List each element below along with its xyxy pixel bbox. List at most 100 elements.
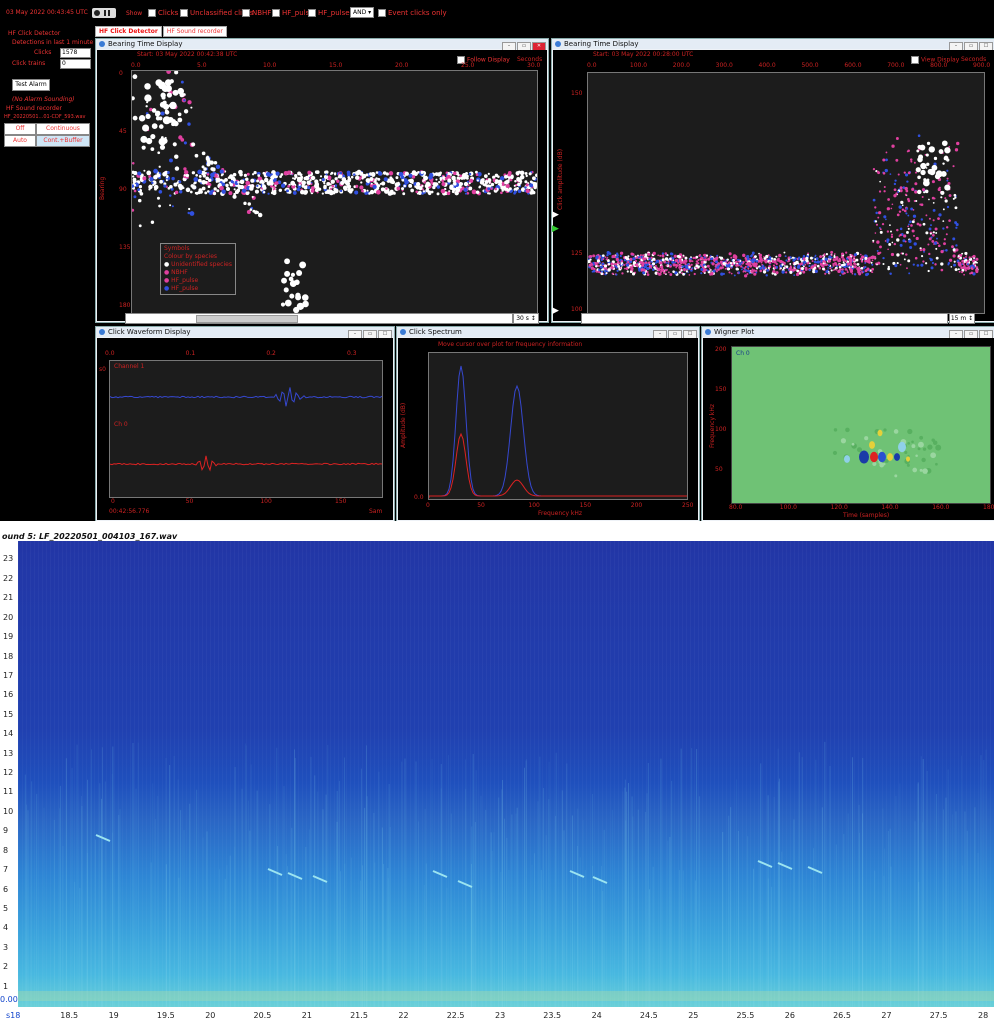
click-point <box>185 173 190 178</box>
amplitude-plot-area[interactable] <box>586 72 985 314</box>
click-point <box>642 271 646 275</box>
click-point <box>684 259 688 263</box>
click-point <box>330 187 333 190</box>
unclassified-checkbox[interactable]: Unclassified clicks <box>180 9 254 17</box>
click-point <box>853 253 858 257</box>
click-point <box>183 99 186 102</box>
waveform-plot-area[interactable]: Channel 1 Ch 0 <box>109 360 383 498</box>
click-point <box>943 242 946 246</box>
click-point <box>944 184 951 191</box>
test-alarm-button[interactable]: Test Alarm <box>12 79 50 91</box>
tab-click-detector[interactable]: HF Click Detector <box>95 26 162 37</box>
record-auto-button[interactable]: Auto <box>4 135 36 147</box>
record-cont-buffer-button[interactable]: Cont.+Buffer <box>36 135 90 147</box>
click-point <box>706 264 710 268</box>
click-point <box>644 264 647 267</box>
click-point <box>376 189 381 195</box>
click-point <box>813 263 817 267</box>
click-point <box>842 261 845 264</box>
time-span-select[interactable]: 30 s ↕ <box>513 313 539 324</box>
click-point <box>246 209 251 214</box>
run-pause-toggle[interactable] <box>92 8 116 18</box>
click-point <box>177 112 182 117</box>
view-display-checkbox[interactable]: View Display <box>911 56 959 64</box>
click-point <box>361 173 367 179</box>
click-point <box>241 188 247 193</box>
click-point <box>600 272 604 276</box>
follow-display-checkbox[interactable]: Follow Display <box>457 56 510 64</box>
click-point <box>644 253 648 257</box>
time-tick: 27 <box>881 1011 892 1020</box>
click-point <box>397 182 401 186</box>
wigner-ripple <box>907 428 913 435</box>
click-point <box>239 172 243 177</box>
bearing-plot-area[interactable]: Symbols Colour by species ● Unidentified… <box>130 69 539 314</box>
click-point <box>164 110 170 115</box>
scroll-thumb[interactable] <box>196 315 298 323</box>
click-point <box>797 258 800 261</box>
expand-arrow-bottom[interactable]: ▶ <box>552 306 559 316</box>
click-point <box>899 227 903 231</box>
expand-arrow-green[interactable]: ▶ <box>552 224 559 234</box>
click-point <box>333 173 337 176</box>
click-point <box>319 178 322 182</box>
click-point <box>890 207 893 210</box>
click-point <box>666 268 668 271</box>
click-point <box>907 214 910 217</box>
click-point <box>505 183 510 189</box>
click-point <box>612 254 616 258</box>
click-point <box>310 189 315 193</box>
click-point <box>959 261 962 264</box>
click-point <box>727 262 729 265</box>
time-scrollbar[interactable] <box>125 313 513 324</box>
record-continuous-button[interactable]: Continuous <box>36 123 90 135</box>
event-only-checkbox[interactable]: Event clicks only <box>378 9 447 17</box>
click-point <box>825 270 829 274</box>
click-point <box>281 277 287 284</box>
wigner-plot-area[interactable]: Ch 0 <box>731 346 991 504</box>
wigner-energy <box>870 451 878 463</box>
hf-pulse-checkbox[interactable]: HF_pulse <box>272 9 314 17</box>
click-point <box>153 184 159 190</box>
tab-sound-recorder[interactable]: HF Sound recorder <box>162 26 227 37</box>
click-point <box>811 265 815 269</box>
click-point <box>669 257 672 261</box>
hf-pulse-checkbox-2[interactable]: HF_pulse <box>308 9 350 17</box>
channel-1-label: Channel 1 <box>114 363 145 370</box>
click-point <box>915 167 921 173</box>
click-point <box>746 255 749 258</box>
click-point <box>654 271 658 275</box>
time-scrollbar[interactable] <box>581 313 948 324</box>
combine-select[interactable]: AND ▾ <box>350 7 375 18</box>
pamguard-icon <box>99 41 105 47</box>
click-point <box>669 273 673 276</box>
wigner-ripple <box>894 474 898 478</box>
click-point <box>208 190 213 195</box>
click-point <box>922 222 926 226</box>
click-point <box>928 198 930 201</box>
click-point <box>533 185 537 190</box>
click-point <box>794 257 797 260</box>
frequency-tick: 11 <box>3 787 14 797</box>
time-span-select[interactable]: 15 m ↕ <box>949 313 975 324</box>
expand-arrow[interactable]: ▶ <box>552 210 559 220</box>
click-point <box>938 149 944 154</box>
click-point <box>487 172 490 175</box>
click-point <box>794 268 797 271</box>
click-point <box>787 256 791 259</box>
low-frequency-band <box>18 991 994 1001</box>
nbhf-checkbox[interactable]: NBHF <box>242 9 271 17</box>
click-point <box>326 182 331 186</box>
record-off-button[interactable]: Off <box>4 123 36 135</box>
click-point <box>919 144 926 151</box>
click-point <box>975 268 979 272</box>
click-point <box>661 252 665 255</box>
spectrogram-area[interactable] <box>18 541 994 1007</box>
spectrum-plot-area[interactable] <box>428 352 688 500</box>
click-point <box>525 183 529 187</box>
clicks-checkbox[interactable]: Clicks <box>148 9 178 17</box>
wigner-energy <box>898 441 906 453</box>
click-point <box>907 171 911 175</box>
click-point <box>206 173 210 176</box>
y-tick: 125 <box>571 250 583 257</box>
